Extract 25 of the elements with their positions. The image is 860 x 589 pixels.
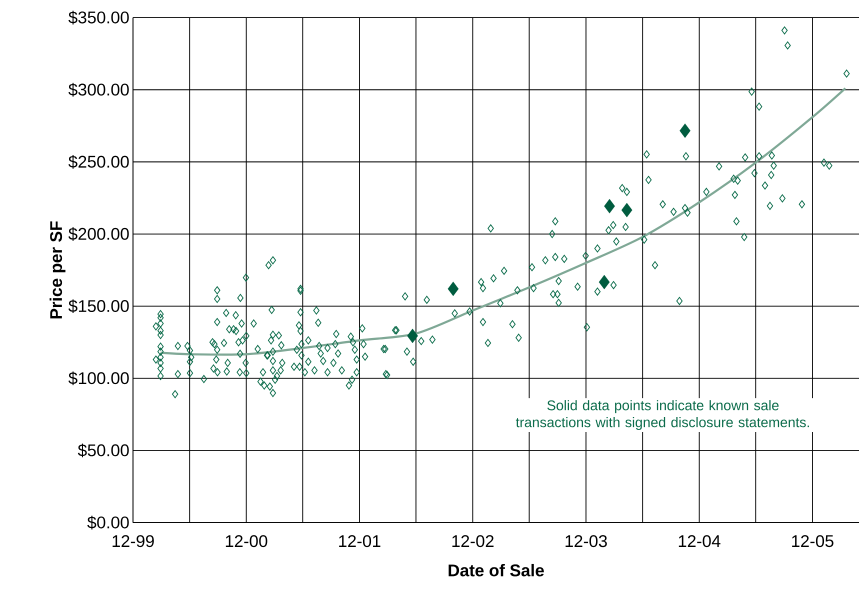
x-tick-label: 12-00 [226, 535, 268, 548]
x-tick-label: 12-01 [339, 535, 380, 548]
y-tick-label: $100.00 [68, 371, 129, 386]
x-axis-title: Date of Sale [448, 564, 544, 576]
point [621, 202, 632, 218]
y-tick-label: $0.00 [87, 516, 129, 530]
y-tick-label: $150.00 [68, 299, 129, 314]
y-tick-label: $250.00 [68, 155, 129, 169]
y-axis-title: Price per SF [50, 221, 66, 318]
y-tick-label: $350.00 [68, 10, 129, 24]
line-series [159, 87, 846, 356]
point [604, 198, 615, 214]
x-tick-label: 12-03 [566, 535, 607, 548]
y-tick-label: $50.00 [78, 444, 129, 458]
y-tick-label: $200.00 [68, 227, 129, 241]
point [680, 124, 690, 138]
annotation: Solid data points indicate known sale transactions with signed disclosure statements. [516, 400, 809, 430]
point [598, 274, 610, 290]
x-tick-label: 12-02 [452, 535, 494, 548]
x-tick-label: 12-99 [112, 535, 154, 548]
x-tick-label: 12-05 [792, 535, 834, 548]
point [407, 328, 418, 344]
y-tick-label: $300.00 [68, 82, 129, 97]
x-tick-label: 12-04 [678, 535, 720, 548]
point [448, 282, 459, 296]
